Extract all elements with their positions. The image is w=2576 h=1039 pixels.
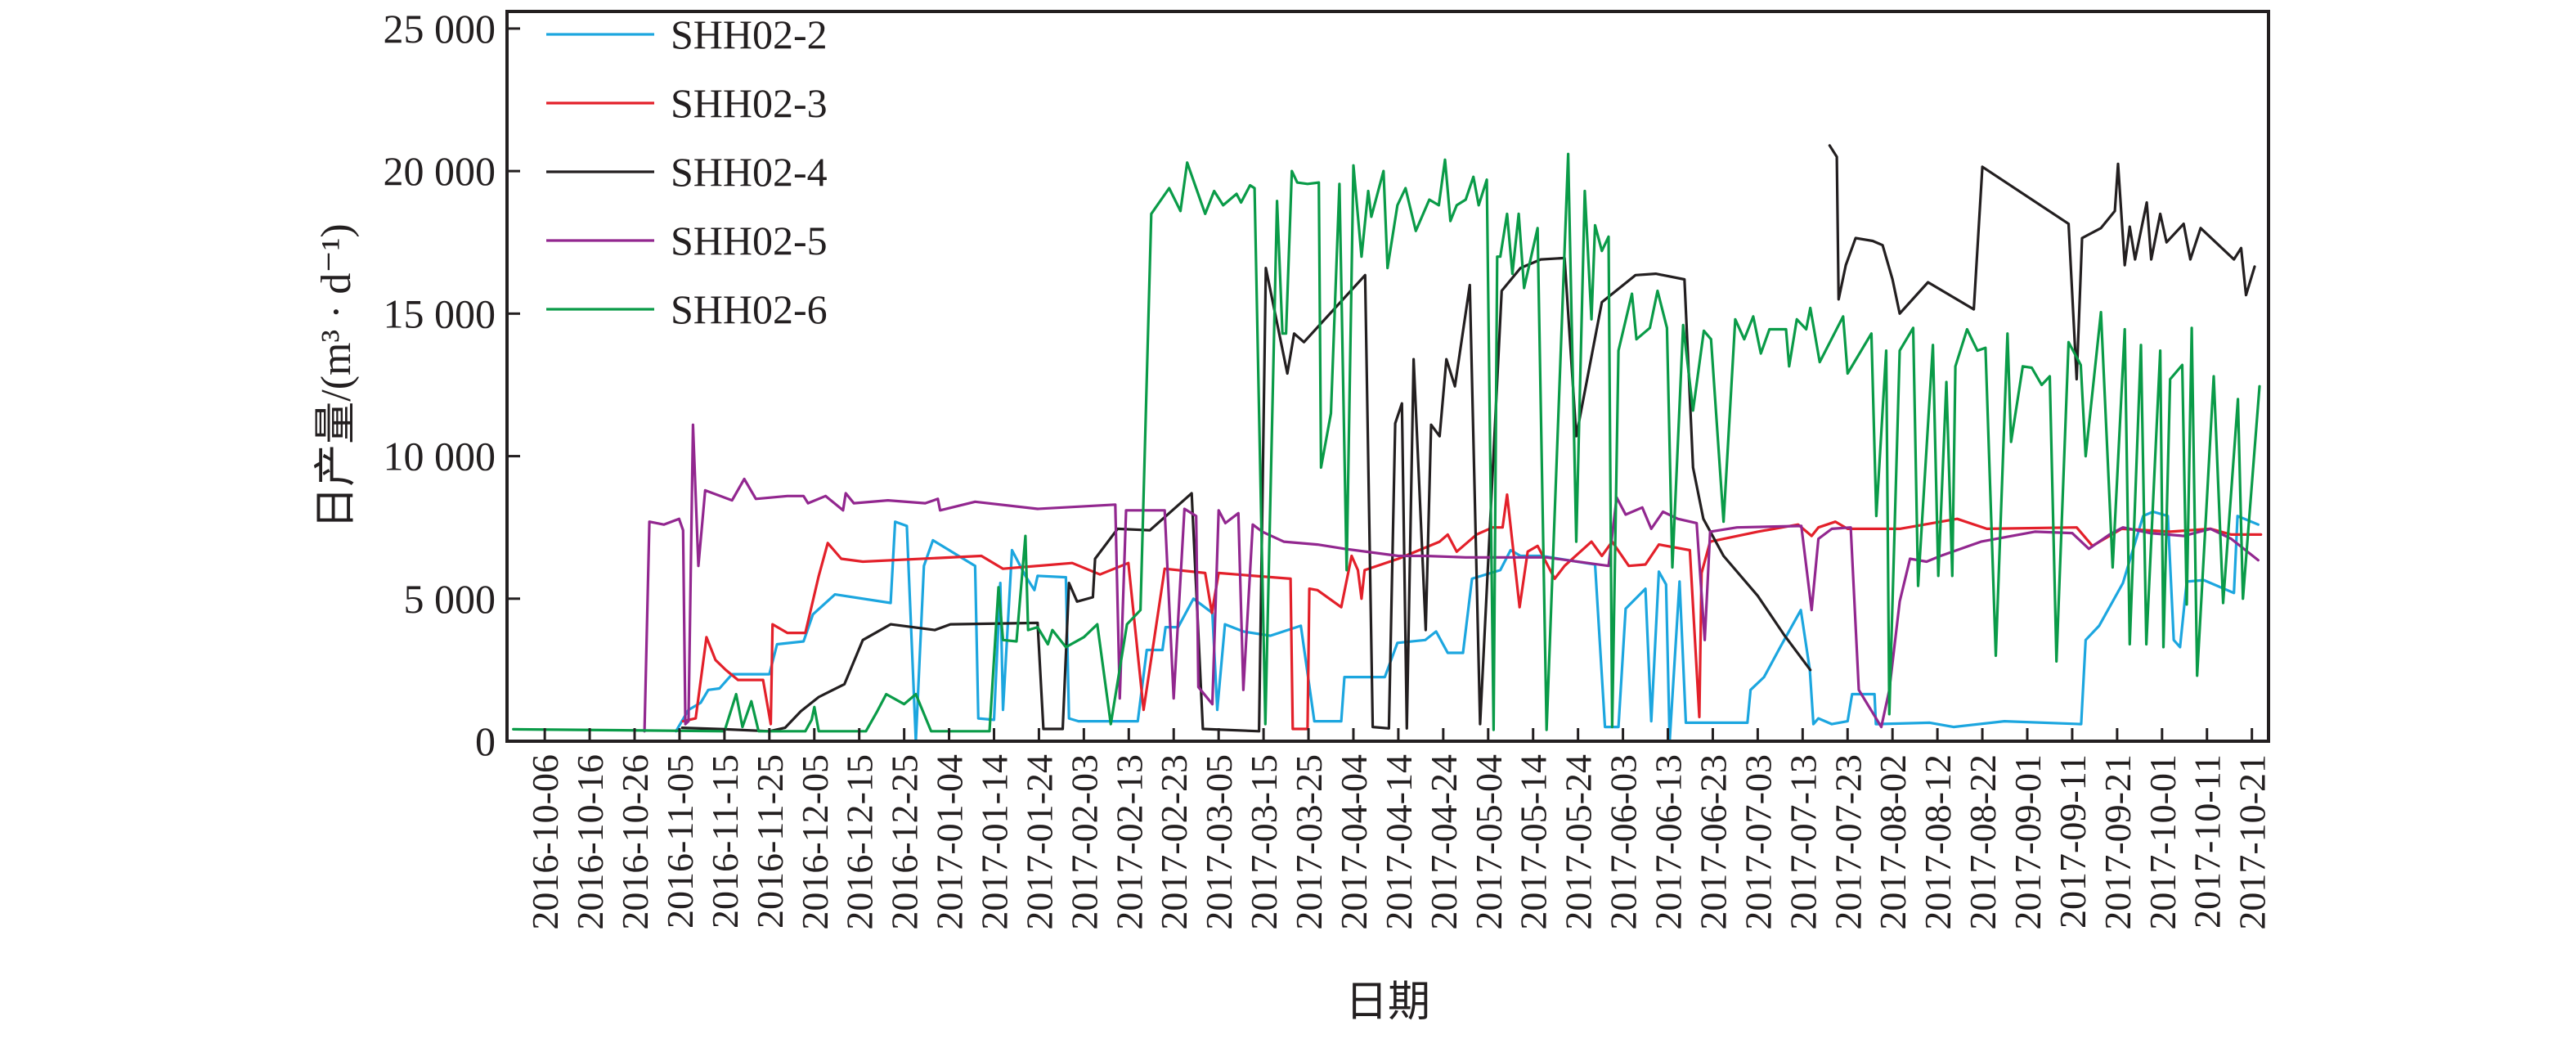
series-layer — [512, 144, 2263, 743]
plot-frame — [505, 10, 2270, 743]
x-tick-label: 2017-05-04 — [1468, 754, 1510, 930]
x-axis: 2016-10-06 2016-10-16 2016-10-26 2016-11-05… — [524, 728, 2273, 930]
x-tick-label: 2017-02-03 — [1063, 754, 1105, 930]
series-line-shh02-4 — [680, 144, 2256, 733]
x-tick-label: 2016-10-26 — [614, 754, 656, 930]
x-tick-label: 2017-07-13 — [1782, 754, 1824, 930]
x-tick-label: 2016-12-15 — [839, 754, 881, 930]
x-tick-label: 2017-05-24 — [1558, 754, 1600, 930]
series-line-shh02-6 — [512, 152, 2261, 733]
series-line-shh02-3 — [681, 493, 2263, 731]
legend-label-shh02-3: SHH02-3 — [671, 80, 828, 126]
x-tick-label: 2017-04-24 — [1423, 754, 1465, 930]
x-tick-label: 2017-04-04 — [1333, 754, 1375, 930]
y-tick-label: 0 — [475, 718, 496, 764]
x-tick-label: 2017-05-14 — [1513, 754, 1555, 930]
y-axis-title: 日产量/(m³ · d⁻¹) — [313, 223, 360, 528]
x-tick-label: 2017-08-02 — [1872, 754, 1914, 930]
x-tick-label: 2016-11-05 — [659, 754, 701, 929]
x-tick-label: 2017-03-25 — [1288, 754, 1330, 930]
x-tick-label: 2017-08-12 — [1917, 754, 1959, 930]
x-tick-label: 2016-11-15 — [704, 754, 746, 929]
y-tick-label: 20 000 — [384, 148, 496, 194]
x-tick-label: 2017-09-01 — [2007, 754, 2049, 930]
x-tick-label: 2016-11-25 — [749, 754, 791, 929]
legend-label-shh02-4: SHH02-4 — [671, 149, 828, 195]
y-tick-label: 15 000 — [384, 290, 496, 336]
x-tick-label: 2017-07-23 — [1827, 754, 1869, 930]
x-tick-label: 2016-12-25 — [884, 754, 926, 930]
x-tick-label: 2017-02-23 — [1153, 754, 1195, 930]
x-tick-label: 2017-06-13 — [1648, 754, 1690, 930]
x-tick-label: 2017-09-21 — [2097, 754, 2138, 930]
x-tick-label: 2017-06-03 — [1603, 754, 1645, 930]
x-tick-label: 2017-02-13 — [1108, 754, 1150, 930]
x-tick-label: 2016-10-16 — [569, 754, 611, 930]
x-tick-label: 2017-03-15 — [1243, 754, 1285, 930]
x-tick-label: 2017-08-22 — [1962, 754, 2004, 930]
legend-label-shh02-2: SHH02-2 — [671, 11, 828, 57]
x-tick-label: 2017-10-21 — [2232, 754, 2273, 930]
series-line-shh02-5 — [643, 423, 2260, 733]
y-tick-label: 5 000 — [404, 576, 496, 622]
x-tick-label: 2017-09-11 — [2052, 754, 2094, 929]
x-tick-label: 2016-12-05 — [794, 754, 836, 930]
y-tick-label: 25 000 — [384, 6, 496, 52]
x-tick-label: 2017-10-11 — [2187, 754, 2228, 929]
x-axis-title: 日期 — [1345, 979, 1430, 1026]
x-tick-label: 2017-06-23 — [1692, 754, 1734, 930]
legend-label-shh02-5: SHH02-5 — [671, 218, 828, 263]
series-line-shh02-2 — [675, 510, 2260, 743]
x-tick-label: 2017-03-05 — [1198, 754, 1240, 930]
legend-label-shh02-6: SHH02-6 — [671, 286, 828, 332]
x-tick-label: 2017-10-01 — [2142, 754, 2183, 930]
y-axis: 0 5 000 10 000 15 000 20 000 25 000 — [384, 6, 520, 764]
x-tick-label: 2017-01-14 — [973, 754, 1015, 930]
x-tick-label: 2017-04-14 — [1378, 754, 1420, 930]
y-tick-label: 10 000 — [384, 434, 496, 479]
x-tick-label: 2017-01-24 — [1018, 754, 1060, 930]
legend: SHH02-2 SHH02-3 SHH02-4 SHH02-5 SHH02-6 — [546, 11, 828, 332]
x-tick-label: 2017-01-04 — [929, 754, 971, 930]
x-tick-label: 2016-10-06 — [524, 754, 566, 930]
x-tick-label: 2017-07-03 — [1737, 754, 1779, 930]
